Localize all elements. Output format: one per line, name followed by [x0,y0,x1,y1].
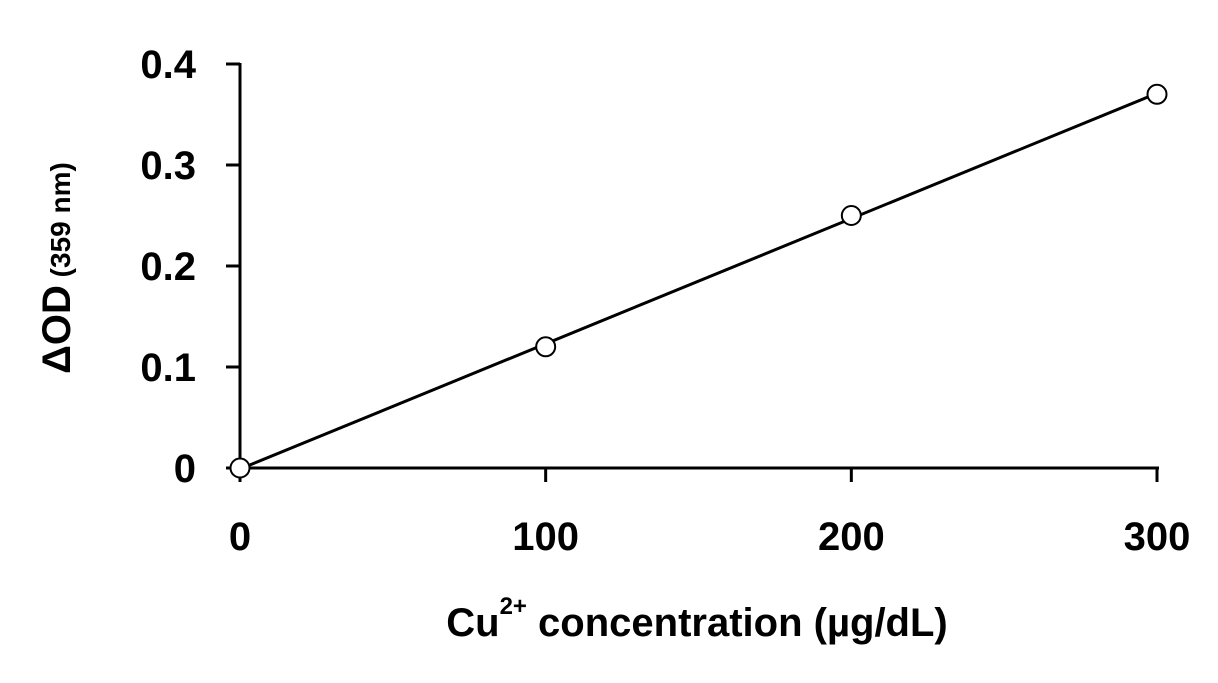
y-tick-label: 0.1 [140,346,196,390]
y-tick-label: 0.3 [140,144,196,188]
fit-line-group [239,91,1158,471]
x-tick-label: 100 [512,515,579,559]
ticks: 0 0.1 0.2 0.3 0.4 0 100 200 300 [140,43,1190,559]
data-point [535,336,557,358]
y-tick-label: 0.4 [140,43,196,87]
points-group [229,83,1168,479]
data-point [840,205,862,226]
x-tick-label: 200 [818,515,885,559]
y-tick-label: 0 [174,447,196,491]
x-axis-title: Cu2+ concentration (µg/dL) [446,593,948,645]
axes [238,63,1159,482]
x-tick-label: 300 [1124,515,1191,559]
x-tick-label: 0 [229,515,251,559]
y-tick-label: 0.2 [140,245,196,289]
data-point [1146,83,1168,105]
y-axis-title: ΔOD (359 nm) [35,162,79,374]
data-point [229,457,251,479]
fit-line [239,91,1158,471]
